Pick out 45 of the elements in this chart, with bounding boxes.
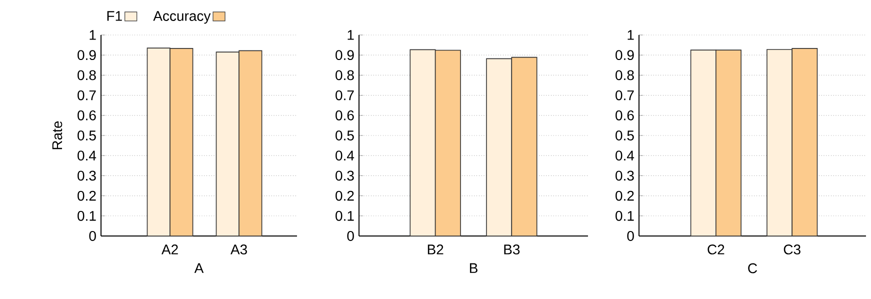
y-tick-label: 0.4 <box>78 150 96 161</box>
y-tick-label: 0 <box>347 231 354 241</box>
x-tick-label: B2 <box>428 244 444 254</box>
y-tick-label: 0.8 <box>78 70 96 80</box>
y-tick-label: 0.6 <box>336 110 354 120</box>
y-tick-label: 0 <box>627 231 634 241</box>
y-tick-label: 0.9 <box>616 50 634 60</box>
x-tick-label: A2 <box>161 244 178 254</box>
y-tick-label: 1 <box>90 30 96 40</box>
y-tick-label: 0.6 <box>616 110 634 120</box>
y-tick-label: 0.5 <box>78 130 96 140</box>
x-axis-title: C <box>748 263 758 274</box>
y-tick-label: 0 <box>89 231 96 241</box>
y-tick-label: 0.1 <box>336 210 354 221</box>
y-tick-label: 0.8 <box>616 70 634 80</box>
x-tick-label: C3 <box>784 244 800 254</box>
y-tick-label: 0.2 <box>616 190 634 201</box>
x-tick-label: C2 <box>708 244 724 254</box>
y-tick-label: 0.5 <box>616 130 634 140</box>
y-tick-label: 0.9 <box>78 50 96 60</box>
x-tick-label: A3 <box>230 244 247 254</box>
y-tick-label: 0.4 <box>336 150 354 161</box>
y-tick-label: 0.6 <box>78 110 96 120</box>
y-tick-label: 1 <box>348 30 354 40</box>
y-tick-label: 0.1 <box>616 210 634 221</box>
y-tick-label: 0.2 <box>336 190 354 201</box>
y-tick-label: 0.1 <box>78 210 96 221</box>
x-axis-title: B <box>470 263 478 273</box>
y-tick-label: 0.2 <box>78 190 96 201</box>
y-tick-label: 0.3 <box>336 170 354 181</box>
y-axis-title: Rate <box>52 121 62 150</box>
y-tick-label: 0.3 <box>616 170 634 181</box>
y-tick-label: 0.4 <box>616 150 634 161</box>
legend-label: Accuracy <box>153 11 211 24</box>
y-tick-label: 0.9 <box>336 50 354 60</box>
y-tick-label: 0.3 <box>78 170 96 181</box>
y-tick-label: 0.8 <box>336 70 354 80</box>
legend-label: F1 <box>107 11 122 21</box>
x-tick-label: B3 <box>504 244 520 254</box>
y-tick-label: 1 <box>628 30 634 40</box>
y-tick-label: 0.7 <box>336 90 354 100</box>
x-axis-title: A <box>194 263 204 273</box>
y-tick-label: 0.7 <box>616 90 634 100</box>
y-tick-label: 0.7 <box>78 90 96 100</box>
y-tick-label: 0.5 <box>336 130 354 140</box>
